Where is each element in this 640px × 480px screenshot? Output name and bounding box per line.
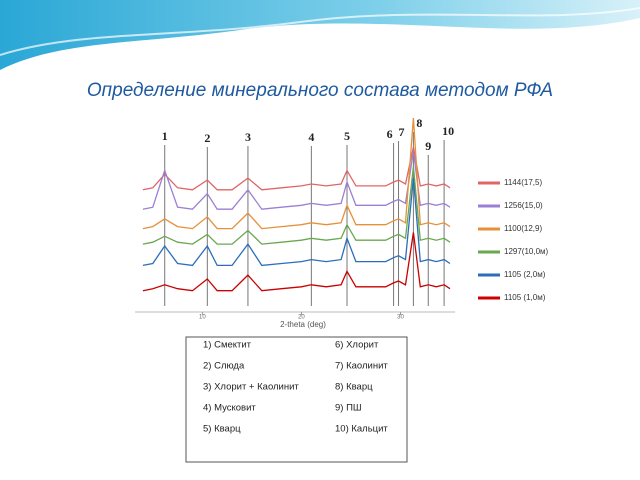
peak-label: 5 (344, 129, 350, 143)
series-line (142, 150, 451, 210)
peak-label: 3 (245, 130, 251, 144)
key-item: 4) Мусковит (203, 403, 256, 414)
x-tick-label: 20 (298, 315, 305, 321)
x-tick-label: 10 (199, 315, 206, 321)
key-item: 8) Кварц (335, 382, 373, 393)
legend-label: 1144(17,5) (504, 178, 542, 187)
series-line (142, 232, 451, 292)
legend-label: 1297(10,0м) (504, 247, 549, 256)
peak-label: 8 (416, 116, 422, 130)
peak-label: 6 (387, 127, 393, 141)
peak-label: 1 (162, 129, 168, 143)
header-wave-line (0, 7, 640, 56)
key-item: 3) Хлорит + Каолинит (203, 382, 299, 393)
peak-label: 4 (308, 130, 314, 144)
peak-label: 2 (204, 131, 210, 145)
peak-label: 7 (399, 125, 405, 139)
peak-label: 10 (442, 124, 454, 138)
legend-label: 1100(12,9) (504, 224, 542, 233)
key-item: 7) Каолинит (335, 361, 388, 372)
key-item: 2) Слюда (203, 361, 245, 372)
x-tick-label: 30 (397, 315, 404, 321)
series-line (142, 178, 451, 267)
header-wave (0, 0, 640, 70)
series-line (142, 117, 451, 230)
legend-label: 1256(15,0) (504, 201, 543, 210)
key-item: 10) Кальцит (335, 424, 388, 435)
key-item: 6) Хлорит (335, 340, 379, 351)
key-item: 5) Кварц (203, 424, 241, 435)
legend-label: 1105 (1,0м) (504, 293, 546, 302)
series-line (142, 166, 451, 245)
slide-title: Определение минерального состава методом… (87, 80, 553, 101)
peak-label: 9 (425, 139, 431, 153)
key-item: 1) Смектит (203, 340, 252, 351)
x-axis-label: 2-theta (deg) (280, 320, 326, 329)
key-item: 9) ПШ (335, 403, 362, 414)
legend-label: 1105 (2,0м) (504, 270, 546, 279)
key-box (185, 336, 408, 463)
series-line (142, 146, 451, 191)
